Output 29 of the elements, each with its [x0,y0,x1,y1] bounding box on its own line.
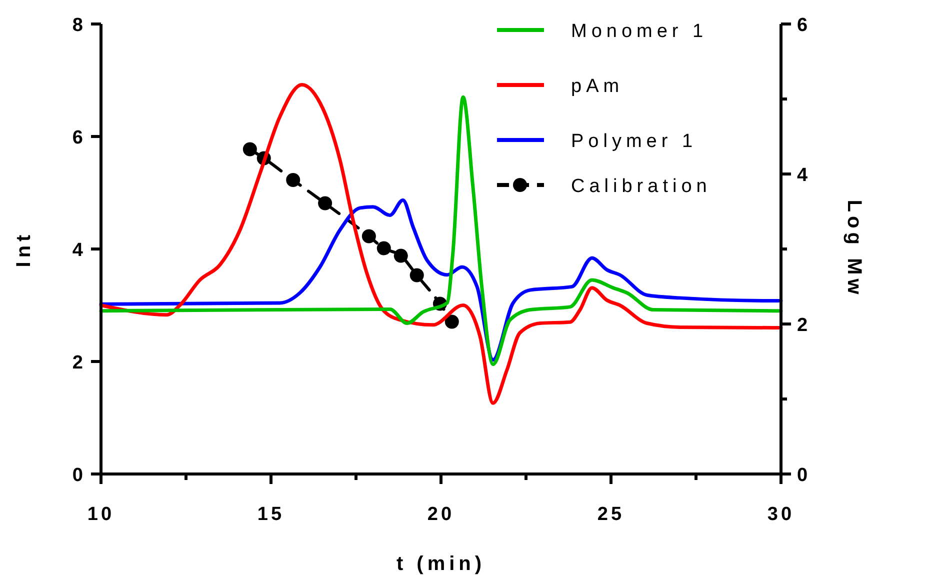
y-tick-label: 4 [72,240,84,261]
y2-tick-label: 4 [797,165,808,186]
y2-tick-label: 2 [797,315,808,336]
legend-label: Monomer 1 [571,21,708,42]
x-axis-title: t (min) [396,553,486,575]
y2-tick-label: 6 [797,15,808,36]
x-tick-label: 20 [427,504,455,525]
legend-label: Polymer 1 [571,131,698,152]
x-tick-label: 15 [257,504,285,525]
y-tick-label: 6 [72,128,83,148]
x-tick-label: 30 [767,504,795,525]
y-tick-label: 2 [72,352,83,374]
point [394,248,408,263]
x-tick-label: 25 [597,504,625,525]
point [286,173,300,187]
x-tick-label: 10 [87,504,115,525]
y-axis-title: Int [13,230,35,268]
legend-label: Calibration [571,176,712,197]
legend-label: pAm [571,76,624,97]
y2-tick-label: 0 [797,465,808,486]
point [410,268,424,282]
point [362,229,376,244]
y2-axis-title: Log Mw [843,200,865,298]
y-tick-label: 0 [72,465,83,486]
point [318,196,332,210]
point [444,314,459,329]
y-tick-label: 8 [72,15,83,36]
point [242,142,257,156]
point [376,241,391,256]
